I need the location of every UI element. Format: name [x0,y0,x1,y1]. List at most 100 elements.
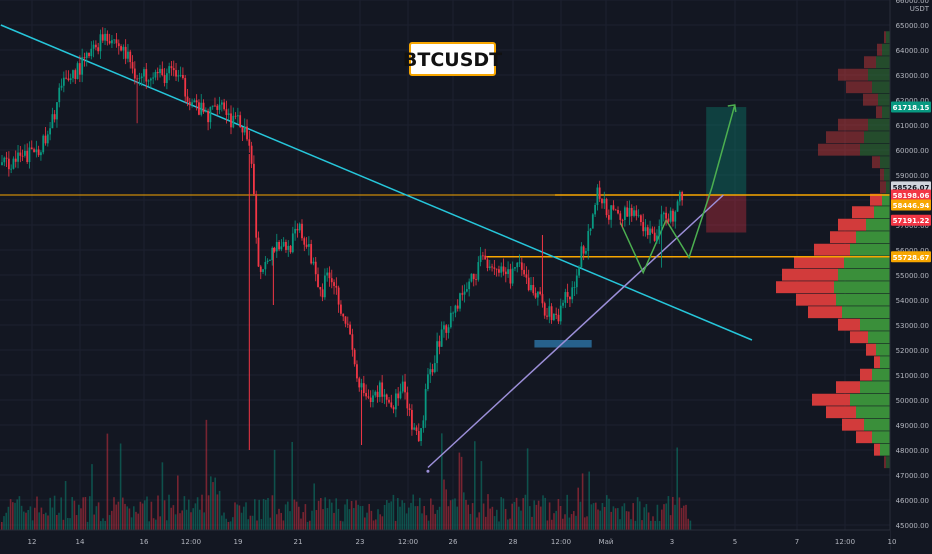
candle-body [101,34,104,41]
profile-bar-down [880,181,886,194]
price-badge[interactable]: 58198.06 [893,192,930,200]
ascending-trendline[interactable] [427,194,724,469]
profile-bar-up [856,231,890,244]
price-badge-bg [891,251,931,263]
volume-bar [590,504,593,530]
target-zone[interactable] [706,107,747,195]
volume-bar [300,518,302,530]
candle-body [411,409,413,430]
volume-bar [100,521,102,530]
price-tick-label: 51000.00 [896,372,929,380]
descending-trendline[interactable] [0,24,753,341]
volume-bar [524,494,527,530]
candle-body [40,152,42,156]
volume-bar [425,515,428,530]
candle-body [28,147,31,163]
price-badge[interactable]: 61718.15 [893,104,930,112]
price-badge[interactable]: 57191.22 [893,217,930,225]
volume-bar [262,498,265,530]
profile-bar-up [860,381,890,394]
volume-bar [45,512,47,530]
candle-body [12,158,15,169]
candle-body [351,334,354,350]
profile-bar-up [864,131,890,144]
time-axis[interactable]: 12 14 16 12:00 19 21 23 12:00 26 28 12:00 Май 3 5 7 12:… [0,529,896,550]
volume-bar [445,489,447,530]
volume-bar [205,419,208,530]
price-badge[interactable]: 55728.67 [893,254,930,262]
projection-path[interactable] [619,104,736,275]
volume-bar [135,511,137,530]
candle-body [259,266,262,272]
candle-body [303,238,306,245]
volume-bar [454,498,456,530]
candle-body [507,269,509,275]
volume-bar [201,494,203,530]
volume-bar [403,502,406,530]
candle-body [587,231,590,251]
price-badge[interactable]: 58526.07 [893,184,930,192]
candle-body [177,75,180,77]
candle-body [601,198,603,204]
volume-bar [597,509,599,530]
candle-body [291,233,294,253]
profile-bar-up [866,218,890,231]
candle-body [170,66,173,69]
profile-bar-down [838,318,860,331]
candle-body [202,102,205,113]
candle-body [333,282,335,286]
profile-bar-up [872,431,890,444]
volume-bar [542,495,544,530]
volume-bar [284,504,287,530]
candle-body [514,267,516,269]
candle-body [65,77,68,79]
volume-bar [377,509,379,530]
drawings[interactable] [0,24,890,469]
time-tick-label: 26 [449,538,458,546]
volume-bar [269,517,271,530]
volume-bar [632,503,634,530]
volume-bar [91,464,93,530]
volume-bar [324,497,326,530]
profile-bar-down [808,306,842,319]
volume-bar [548,502,551,530]
candle-body [575,275,578,288]
candle-body [278,242,280,250]
candle-body [438,341,441,347]
price-badge[interactable]: 58446.94 [893,202,930,210]
candle-body [323,275,326,298]
volume-bar [60,497,62,530]
volume-bar [212,482,214,530]
stop-zone[interactable] [706,195,747,233]
candle-body [301,223,303,239]
volume-bar [104,520,106,530]
volume-bar [390,501,392,530]
candle-body [122,46,125,51]
candle-body [273,247,276,252]
volume-bar [575,515,577,530]
candle-body [475,279,477,280]
volume-bar [467,504,469,530]
volume-bar [245,502,247,530]
volume-bar [537,500,540,530]
candle-body [294,228,297,234]
volume-bar [295,501,298,530]
candle-body [482,255,484,257]
candle-body [159,68,161,74]
volume-bar [520,510,522,530]
long-position-tool[interactable] [706,107,747,233]
profile-bar-up [850,243,890,256]
price-axis[interactable]: 66000.00 65000.00 64000.00 63000.00 62000.00… [889,0,932,550]
candle-body [42,135,45,153]
volume-bar [342,521,344,530]
volume-bar [480,461,483,530]
candle-body [621,219,624,221]
volume-bar [177,475,179,530]
volume-bar [683,505,685,530]
volume-bar [170,507,172,530]
volume-bar [40,507,43,530]
time-tick-label: 5 [733,538,737,546]
volume-bar [5,512,7,530]
